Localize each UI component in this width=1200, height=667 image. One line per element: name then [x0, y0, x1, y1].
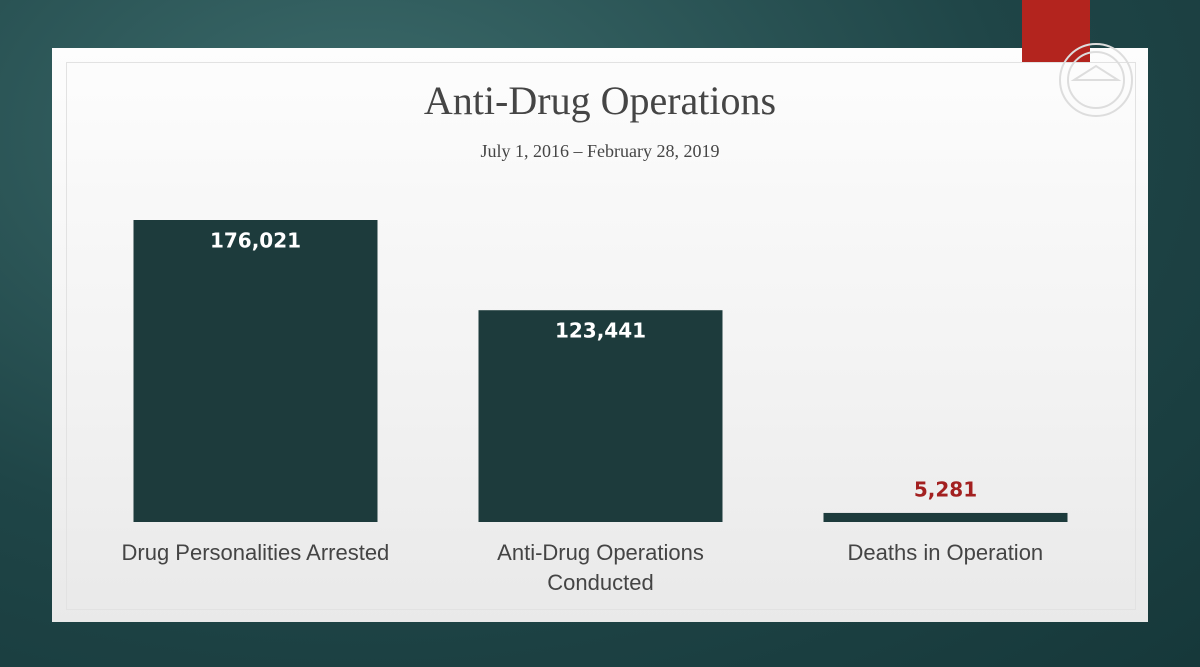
value-label: 176,021 [210, 229, 301, 253]
bar [133, 220, 378, 522]
logo [1059, 43, 1133, 117]
chart-subtitle: July 1, 2016 – February 28, 2019 [481, 141, 720, 161]
slide-frame [66, 62, 1136, 610]
category-label: Drug Personalities Arrested [121, 540, 390, 565]
chart-title: Anti-Drug Operations [424, 78, 776, 123]
red-tab [1022, 0, 1090, 62]
value-label: 5,281 [914, 477, 977, 501]
category-label: Deaths in Operation [847, 540, 1044, 565]
category-label: Anti-Drug Operations Conducted [497, 540, 704, 595]
bar [823, 512, 1068, 522]
bar [478, 310, 723, 522]
value-label: 123,441 [555, 319, 646, 343]
